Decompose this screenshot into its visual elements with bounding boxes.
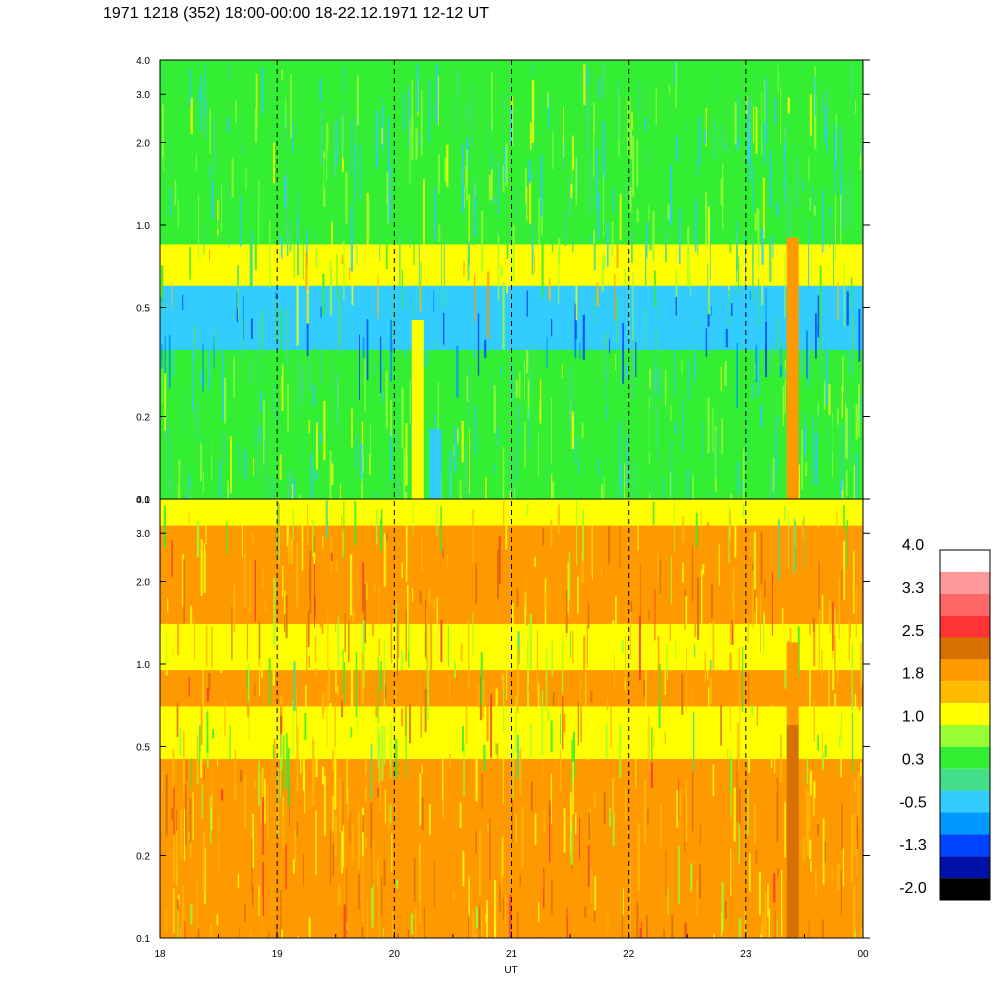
colorbar-segment	[940, 593, 990, 616]
y-tick-label: 3.0	[136, 529, 150, 540]
colorbar-segment	[940, 615, 990, 638]
burst-stripe	[429, 429, 442, 499]
gridlines	[276, 60, 747, 938]
colorbar-segment	[940, 790, 990, 813]
x-tick-label: 21	[506, 949, 518, 960]
colorbar-segment	[940, 659, 990, 682]
colorbar-label: 3.3	[902, 580, 924, 597]
x-tick-label: 18	[154, 949, 166, 960]
colorbar-segment	[940, 856, 990, 879]
colorbar-segment	[940, 725, 990, 747]
spectral-band	[160, 706, 863, 760]
burst-stripe	[786, 237, 799, 499]
y-tick-label: 0.5	[136, 742, 150, 753]
y-tick-label: 3.0	[136, 90, 150, 101]
y-tick-label: 1.0	[136, 660, 150, 671]
colorbar-label: 4.0	[902, 537, 924, 554]
y-axis: 0.10.20.51.02.03.04.00.10.20.51.02.03.04…	[136, 56, 870, 945]
colorbar-label: 0.3	[902, 751, 924, 768]
y-tick-label: 2.0	[136, 138, 150, 149]
colorbar-label: -2.0	[899, 880, 927, 897]
y-tick-label: 0.2	[136, 852, 150, 863]
colorbar-segment	[940, 571, 990, 594]
colorbar-segment	[940, 703, 990, 725]
burst-stripe	[786, 724, 799, 938]
y-tick-label: 0.5	[136, 303, 150, 314]
y-tick-label: 2.0	[136, 577, 150, 588]
colorbar-segment	[940, 550, 990, 572]
colorbar-label: 1.8	[902, 666, 924, 683]
x-tick-label: 00	[857, 949, 869, 960]
burst-stripe	[411, 320, 424, 499]
colorbar-label: 1.0	[902, 709, 924, 726]
y-tick-label: 1.0	[136, 221, 150, 232]
y-tick-label: 0.2	[136, 413, 150, 424]
colorbar-segment	[940, 812, 990, 835]
colorbar-label: -1.3	[899, 837, 927, 854]
chart-title: 1971 1218 (352) 18:00-00:00 18-22.12.197…	[103, 5, 490, 22]
x-tick-label: 22	[623, 949, 635, 960]
x-tick-label: 23	[740, 949, 752, 960]
colorbar-segment	[940, 681, 990, 704]
y-tick-label: 0.1	[136, 934, 150, 945]
burst-stripe	[786, 642, 799, 725]
colorbar: 4.0 3.3 2.5 1.8 1.0 0.3 -0.5 -1.3 -2.0	[899, 537, 991, 901]
colorbar-segment	[940, 834, 990, 857]
colorbar-label: -0.5	[899, 794, 927, 811]
spectral-texture	[160, 499, 863, 938]
x-axis-label: UT	[504, 965, 517, 976]
y-tick-label: 0.1	[136, 495, 150, 506]
colorbar-segment	[940, 878, 990, 900]
x-tick-label: 20	[389, 949, 401, 960]
colorbar-frame	[939, 549, 991, 901]
x-tick-label: 19	[272, 949, 284, 960]
colorbar-segment	[940, 746, 990, 769]
spectral-texture	[160, 60, 862, 499]
y-tick-label: 4.0	[136, 495, 150, 506]
colorbar-segment	[940, 637, 990, 660]
colorbar-segment	[940, 768, 990, 791]
y-tick-label: 4.0	[136, 56, 150, 67]
x-axis: 18 19 20 21 22 23 00	[154, 932, 869, 960]
colorbar-label: 2.5	[902, 623, 924, 640]
